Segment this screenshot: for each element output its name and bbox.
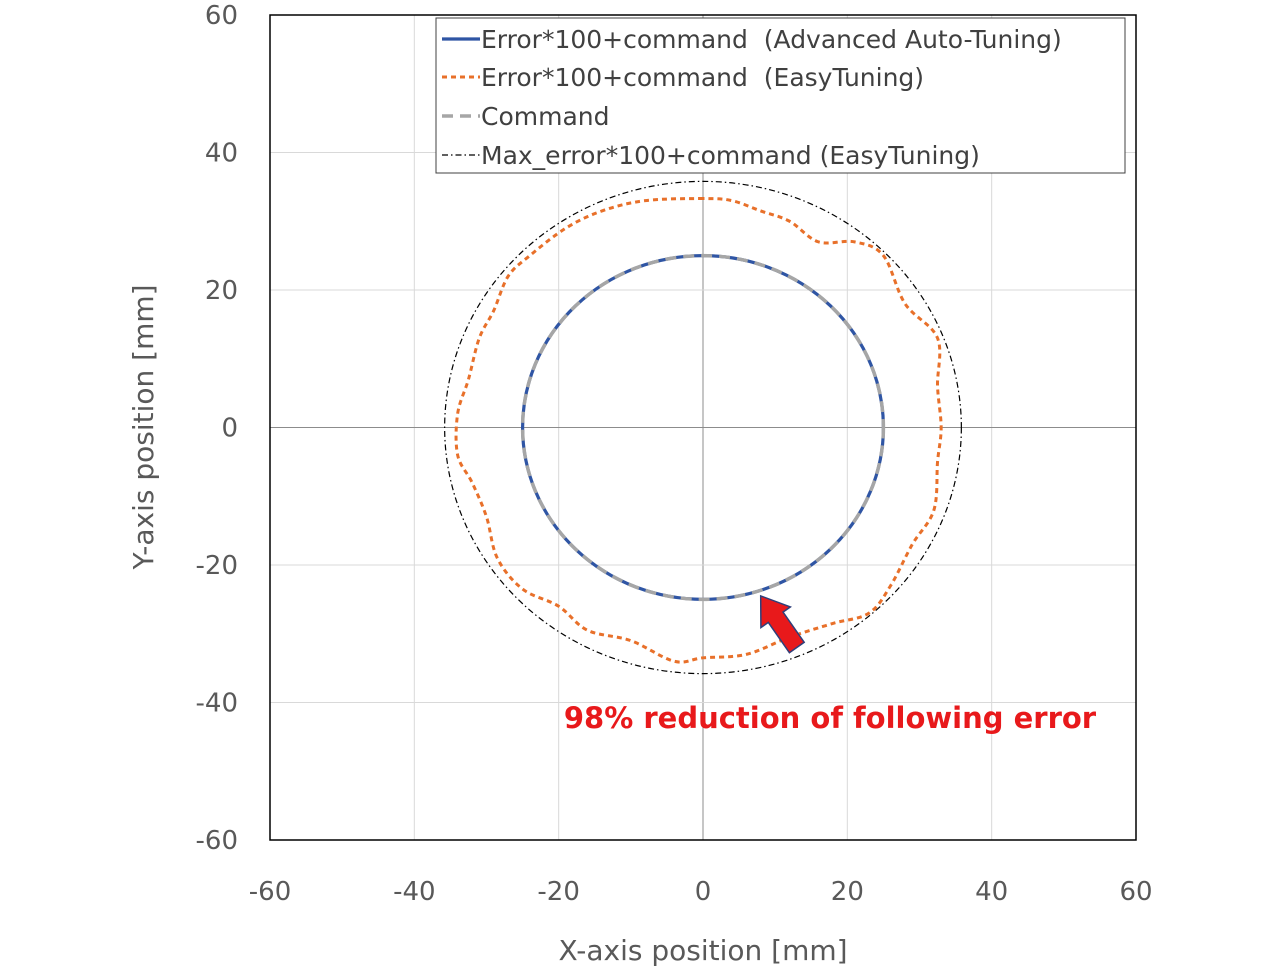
y-tick-label: 60 [205,1,238,31]
x-tick-label: 20 [831,877,864,907]
x-tick-label: 0 [695,877,712,907]
legend-label-max-error: Max_error*100+command (EasyTuning) [481,141,980,170]
series-max-error [444,180,962,675]
series-layer [444,180,962,675]
x-tick-label: -60 [249,877,291,907]
annotation-arrow [759,594,806,654]
y-tick-label: 40 [205,139,238,169]
legend-box [435,17,1126,174]
x-tick-labels: -60 -40 -20 0 20 40 60 [249,877,1153,907]
y-tick-label: -20 [196,551,238,581]
annotation-text: 98% reduction of following error [564,701,1097,735]
legend-label-easytuning: Error*100+command (EasyTuning) [481,63,924,92]
y-tick-label: 0 [221,414,238,444]
x-tick-label: -20 [537,877,579,907]
x-tick-label: 60 [1119,877,1152,907]
y-tick-label: -60 [196,826,238,856]
y-tick-label: 20 [205,276,238,306]
x-tick-label: -40 [393,877,435,907]
y-tick-label: -40 [196,689,238,719]
legend: Error*100+command (Advanced Auto-Tuning)… [435,17,1126,174]
series-easytuning [454,197,943,664]
series-command [520,253,886,602]
annotation-layer [759,594,806,654]
legend-label-advanced: Error*100+command (Advanced Auto-Tuning) [481,25,1062,54]
y-axis-title: Y-axis position [mm] [127,284,160,570]
x-tick-label: 40 [975,877,1008,907]
x-axis-title: X-axis position [mm] [558,934,847,967]
plot-area [269,14,1137,841]
legend-label-command: Command [481,102,610,131]
y-tick-labels: 60 40 20 0 -20 -40 -60 [196,1,238,856]
